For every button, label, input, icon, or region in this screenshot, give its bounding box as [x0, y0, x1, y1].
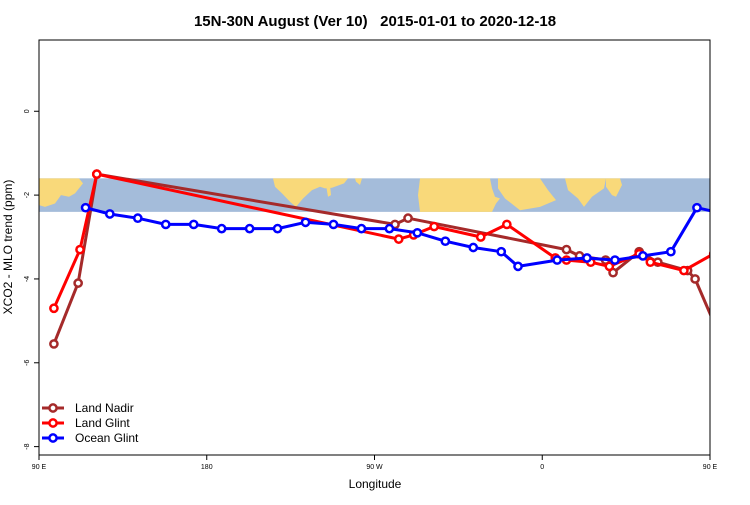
legend-marker-2: [48, 433, 58, 443]
data-point-2-18: [582, 253, 592, 263]
data-point-1-6: [475, 232, 486, 242]
data-point-2-10: [356, 223, 367, 234]
data-point-1-11: [604, 261, 615, 272]
x-tick-label-1: 180: [201, 464, 213, 471]
y-axis: 0 -2 -4 -6 -8: [24, 109, 39, 450]
x-tick-label-3: 0: [540, 464, 544, 471]
series-layer: [49, 169, 750, 349]
data-point-2-0: [80, 202, 91, 213]
data-point-1-13: [645, 257, 656, 268]
data-point-2-8: [300, 217, 311, 228]
data-point-1-14: [679, 265, 689, 276]
data-point-0-0: [49, 339, 59, 349]
world-map-band: [39, 178, 710, 212]
land-shape-0: [39, 178, 83, 207]
data-point-2-3: [160, 219, 171, 230]
data-point-2-22: [692, 202, 702, 213]
land-shape-5: [418, 178, 500, 212]
land-shape-3: [326, 185, 331, 197]
data-point-2-15: [496, 246, 507, 257]
data-point-0-5: [561, 244, 572, 255]
x-tick-label-0: 90 E: [32, 464, 47, 471]
legend-label-2: Ocean Glint: [75, 431, 139, 445]
data-point-1-15: [708, 250, 710, 257]
y-tick-label-0: 0: [24, 109, 31, 113]
y-axis-label: XCO2 - MLO trend (ppm): [1, 180, 15, 315]
data-point-0-4: [403, 213, 413, 224]
data-point-2-14: [468, 242, 479, 253]
data-point-2-17: [552, 255, 563, 265]
data-point-2-2: [132, 213, 143, 224]
data-point-0-14: [746, 280, 750, 287]
data-point-2-5: [216, 223, 227, 234]
chart-title: 15N-30N August (Ver 10) 2015-01-01 to 20…: [194, 13, 556, 30]
legend-marker-0: [48, 403, 58, 413]
x-axis-label: Longitude: [349, 477, 402, 491]
plot-frame: [38, 39, 711, 456]
data-point-2-19: [610, 255, 620, 265]
data-point-1-2: [91, 169, 102, 179]
series-ocean-glint: [80, 202, 728, 272]
data-point-2-20: [638, 251, 648, 261]
legend-label-0: Land Nadir: [75, 401, 134, 415]
data-point-2-1: [104, 209, 115, 219]
y-tick-label-1: -2: [24, 192, 31, 198]
data-point-2-9: [328, 219, 339, 230]
data-point-0-12: [690, 274, 700, 284]
data-point-1-16: [721, 305, 728, 312]
land-shape-7: [565, 178, 606, 207]
x-tick-label-2: 90 W: [366, 464, 383, 471]
data-point-2-21: [666, 246, 676, 257]
data-point-1-5: [429, 221, 439, 232]
data-point-1-1: [75, 244, 85, 255]
data-point-2-16: [513, 261, 523, 272]
legend-label-1: Land Glint: [75, 416, 130, 430]
data-point-2-7: [272, 223, 283, 234]
data-point-0-1: [73, 278, 83, 288]
y-tick-label-2: -4: [24, 276, 31, 282]
data-point-0-13: [719, 340, 726, 347]
x-axis: 90 E 180 90 W 0 90 E: [32, 455, 718, 471]
land-shape-1: [273, 178, 320, 207]
land-shape-8: [606, 178, 622, 197]
data-point-1-3: [393, 234, 404, 244]
y-tick-label-4: -8: [24, 443, 31, 449]
data-point-2-6: [244, 223, 255, 234]
data-point-1-0: [49, 303, 59, 314]
y-tick-label-3: -6: [24, 360, 31, 366]
data-point-2-13: [440, 236, 451, 247]
data-point-2-23: [721, 210, 728, 217]
land-shape-6: [498, 178, 556, 211]
land-shape-4: [355, 178, 362, 186]
data-point-2-12: [412, 227, 423, 238]
data-point-1-7: [501, 219, 512, 230]
data-point-2-11: [384, 223, 395, 234]
data-point-2-4: [188, 219, 199, 230]
legend-marker-1: [48, 418, 58, 428]
x-tick-label-4: 90 E: [703, 464, 718, 471]
